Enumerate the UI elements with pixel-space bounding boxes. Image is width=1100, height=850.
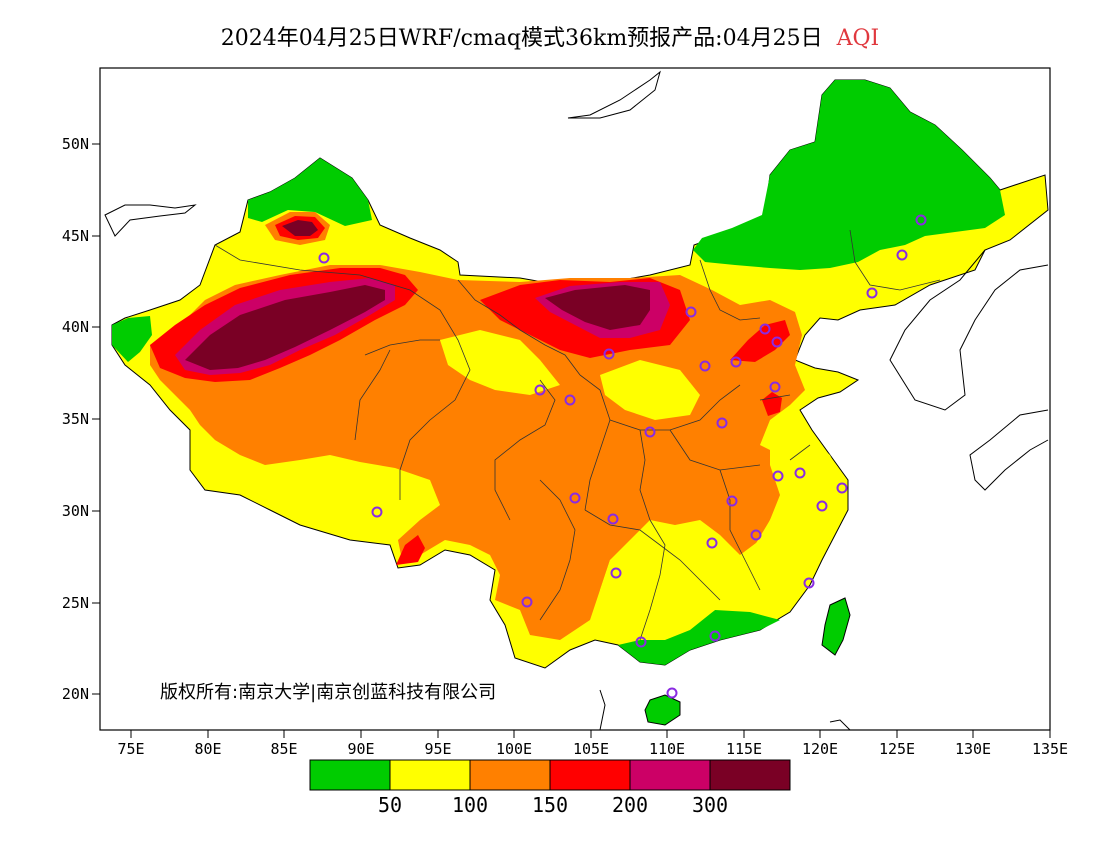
latitude-axis: 50N 45N 40N 35N 30N 25N 20N	[62, 135, 100, 703]
coastline-caspian	[104, 204, 197, 237]
longitude-axis: 75E 80E 85E 90E 95E 100E 105E 110E 115E …	[117, 730, 1068, 758]
city-marker-hangzhou	[816, 500, 828, 512]
title-variable: AQI	[836, 26, 880, 51]
city-marker-harbin	[915, 214, 927, 226]
aqi-zone-moderate-southeast	[740, 428, 845, 610]
legend-swatch-0	[309, 759, 391, 791]
lon-tick-label: 95E	[424, 740, 451, 758]
city-marker-urumqi	[318, 252, 330, 264]
lon-tick-label: 115E	[726, 740, 762, 758]
city-marker-hohhot	[685, 306, 697, 318]
coastline-indochina	[599, 689, 851, 730]
city-marker-chengdu	[569, 492, 581, 504]
city-marker-changsha	[706, 537, 718, 549]
aqi-zone-good-northwest	[248, 158, 372, 226]
lon-tick-label: 90E	[347, 740, 374, 758]
legend-label: 200	[612, 793, 648, 817]
lon-tick-label: 135E	[1032, 740, 1068, 758]
lon-tick-label: 130E	[955, 740, 991, 758]
aqi-zone-dzungaria-core	[282, 220, 318, 236]
coastline-korea-japan	[889, 249, 1049, 411]
lon-tick-label: 80E	[194, 740, 221, 758]
legend-label: 300	[692, 793, 728, 817]
aqi-zone-unhealthy-north-china	[730, 320, 790, 362]
map-title: 2024年04月25日WRF/cmaq模式36km预报产品:04月25日 AQI	[0, 20, 1100, 52]
coastline-japan	[969, 409, 1049, 491]
city-marker-tianjin	[771, 336, 783, 348]
taiwan-island	[821, 597, 851, 656]
coastline-lake-baikal	[567, 70, 661, 119]
legend-swatch-1	[389, 759, 471, 791]
aqi-zone-unhealthy-shandong	[762, 392, 782, 416]
city-marker-xining	[534, 384, 546, 396]
lat-tick-label: 40N	[62, 318, 89, 336]
city-marker-haikou	[666, 687, 678, 699]
city-marker-nanning	[635, 636, 647, 648]
aqi-zone-hazardous-gobi	[545, 285, 650, 330]
lon-tick-label: 75E	[117, 740, 144, 758]
legend-swatch-4	[629, 759, 711, 791]
hainan-island	[644, 694, 681, 726]
lon-tick-label: 125E	[879, 740, 915, 758]
city-marker-kunming	[521, 596, 533, 608]
lon-tick-label: 120E	[802, 740, 838, 758]
city-marker-taiyuan	[699, 360, 711, 372]
map-frame	[99, 67, 1051, 731]
city-marker-yinchuan	[603, 348, 615, 360]
lon-tick-label: 105E	[573, 740, 609, 758]
city-marker-lhasa	[371, 506, 383, 518]
city-marker-shanghai	[836, 482, 848, 494]
city-marker-guangzhou	[709, 630, 721, 642]
lat-tick-label: 20N	[62, 685, 89, 703]
aqi-zone-hazardous-taklimakan	[185, 285, 385, 370]
city-marker-shenyang	[866, 287, 878, 299]
lon-tick-label: 85E	[270, 740, 297, 758]
city-marker-guiyang	[610, 567, 622, 579]
city-marker-jinan	[769, 381, 781, 393]
city-marker-zhengzhou	[716, 417, 728, 429]
lat-tick-label: 30N	[62, 502, 89, 520]
lat-tick-label: 25N	[62, 594, 89, 612]
aqi-zone-good-west	[112, 316, 152, 362]
aqi-zone-moderate-south	[600, 545, 745, 638]
aqi-zone-moderate-qinghai	[440, 330, 560, 395]
city-marker-wuhan	[726, 495, 738, 507]
city-marker-chongqing	[607, 513, 619, 525]
aqi-zone-good-northeast	[693, 80, 1005, 270]
title-main: 2024年04月25日WRF/cmaq模式36km预报产品:04月25日	[220, 26, 823, 51]
map-content	[104, 70, 1049, 730]
lat-tick-label: 50N	[62, 135, 89, 153]
aqi-zone-unhealthy-southeast-tibet	[396, 535, 425, 565]
lat-tick-label: 45N	[62, 227, 89, 245]
lon-tick-label: 100E	[496, 740, 532, 758]
legend-swatch-5	[709, 759, 791, 791]
aqi-zone-unhealthy-sensitive	[150, 265, 805, 640]
city-marker-lanzhou	[564, 394, 576, 406]
aqi-zone-moderate-central	[600, 360, 700, 420]
city-marker-xian	[644, 426, 656, 438]
copyright-notice: 版权所有:南京大学|南京创蓝科技有限公司	[160, 682, 496, 703]
city-marker-shijiazhuang	[730, 356, 742, 368]
lat-tick-label: 35N	[62, 410, 89, 428]
city-marker-fuzhou	[803, 577, 815, 589]
lon-tick-label: 110E	[649, 740, 685, 758]
legend-label: 50	[378, 793, 402, 817]
city-marker-hefei	[772, 470, 784, 482]
aqi-legend: 50 100 150 200 300	[309, 759, 791, 817]
legend-label: 100	[452, 793, 488, 817]
city-marker-beijing	[759, 323, 771, 335]
province-boundaries	[214, 229, 941, 641]
legend-label: 150	[532, 793, 568, 817]
city-markers	[318, 214, 927, 699]
city-marker-changchun	[896, 249, 908, 261]
legend-swatch-2	[469, 759, 551, 791]
legend-swatch-3	[549, 759, 631, 791]
aqi-zone-good-south	[618, 610, 780, 665]
city-marker-nanchang	[750, 529, 762, 541]
city-marker-nanjing	[794, 467, 806, 479]
